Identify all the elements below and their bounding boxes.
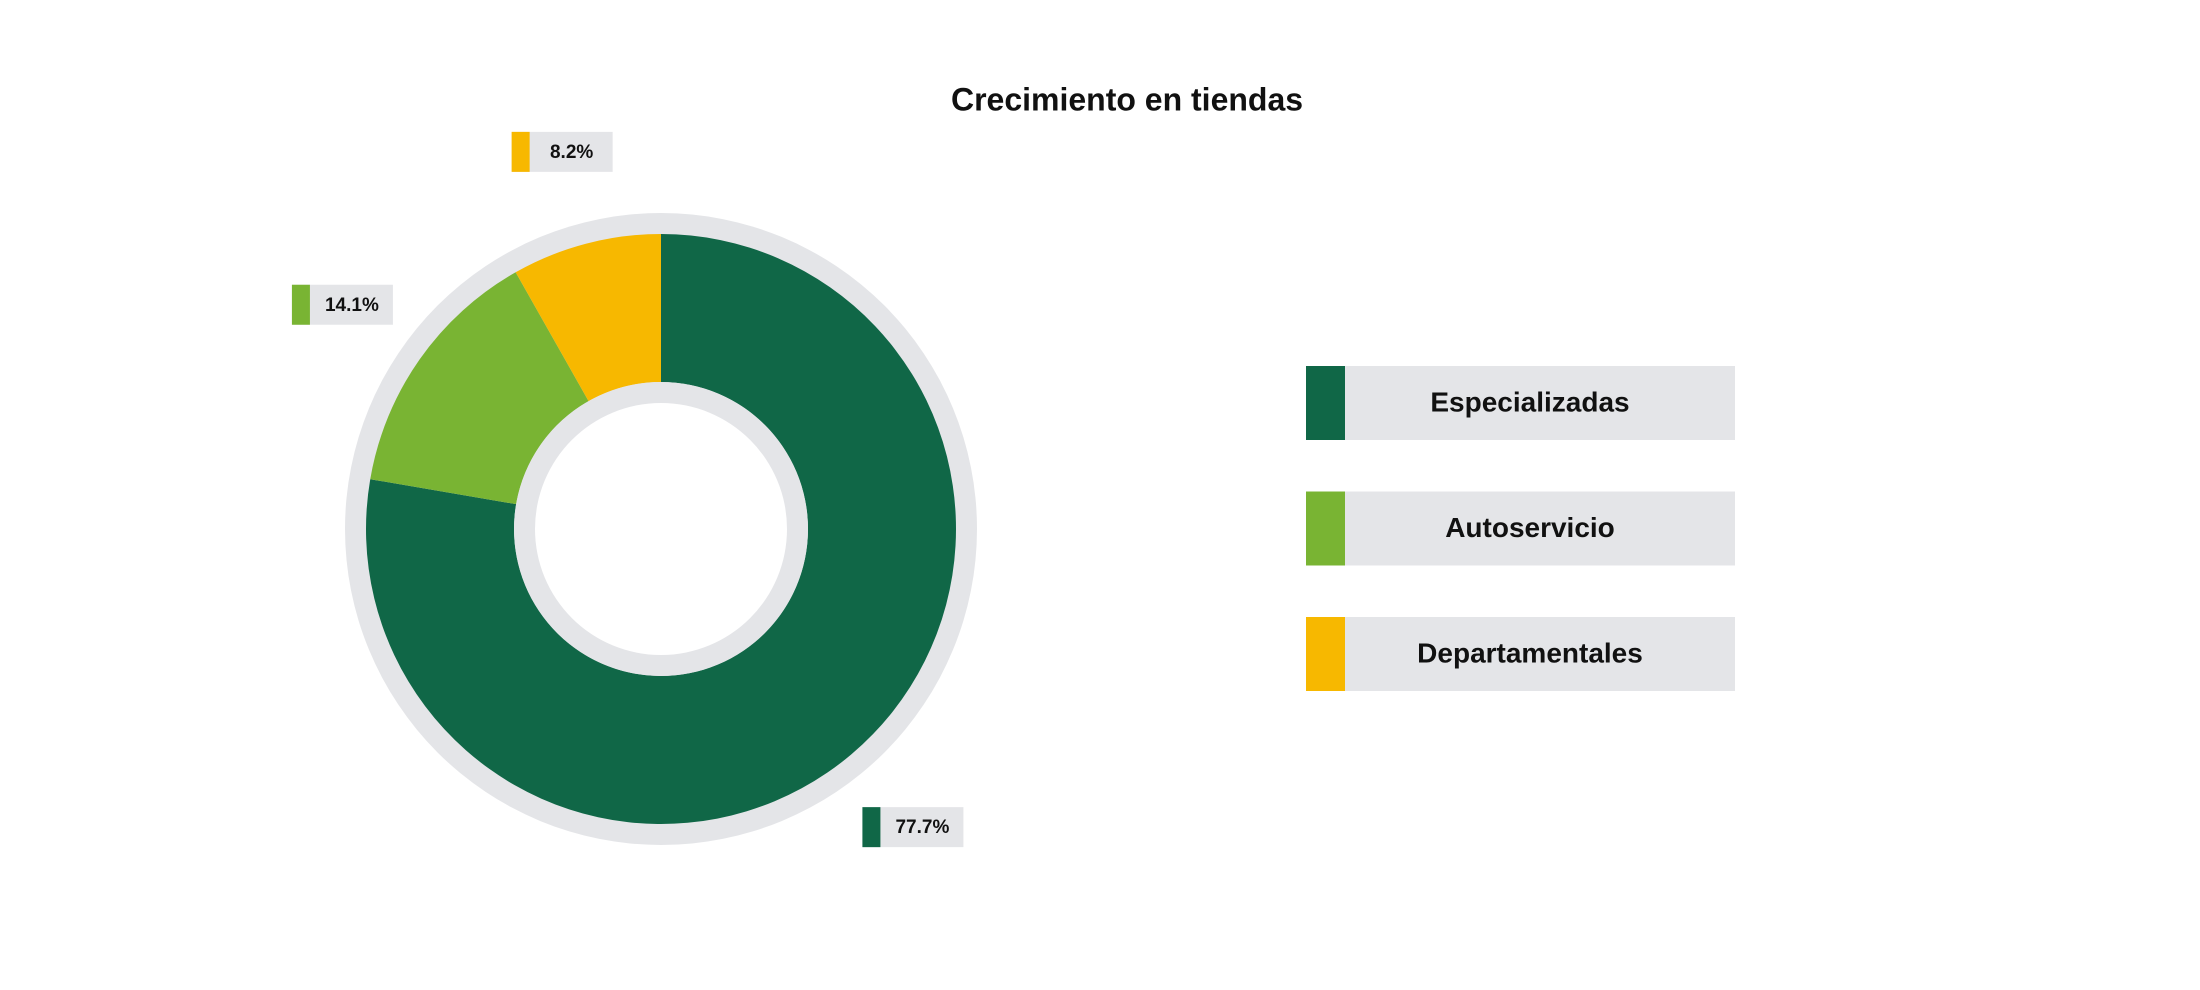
legend-box: [1306, 491, 1735, 566]
donut-hole: [535, 403, 787, 655]
value-label-swatch: [862, 807, 881, 848]
legend-swatch: [1306, 366, 1345, 440]
donut-slice: [366, 234, 957, 824]
donut-slice: [515, 234, 661, 402]
value-label-swatch: [511, 131, 530, 172]
chart-title: Crecimiento en tiendas: [951, 81, 1303, 117]
legend-box: [1306, 617, 1735, 691]
legend-label: Autoservicio: [1445, 512, 1615, 543]
value-label: 8.2%: [550, 142, 593, 163]
legend-label: Especializadas: [1430, 386, 1629, 417]
legend-label: Departamentales: [1417, 637, 1643, 668]
value-label: 77.7%: [895, 817, 949, 838]
legend-box: [1306, 366, 1735, 440]
value-label-swatch: [291, 284, 310, 325]
legend-swatch: [1306, 617, 1345, 691]
donut-slice: [370, 272, 589, 505]
legend-swatch: [1306, 491, 1345, 566]
value-label: 14.1%: [325, 295, 379, 316]
